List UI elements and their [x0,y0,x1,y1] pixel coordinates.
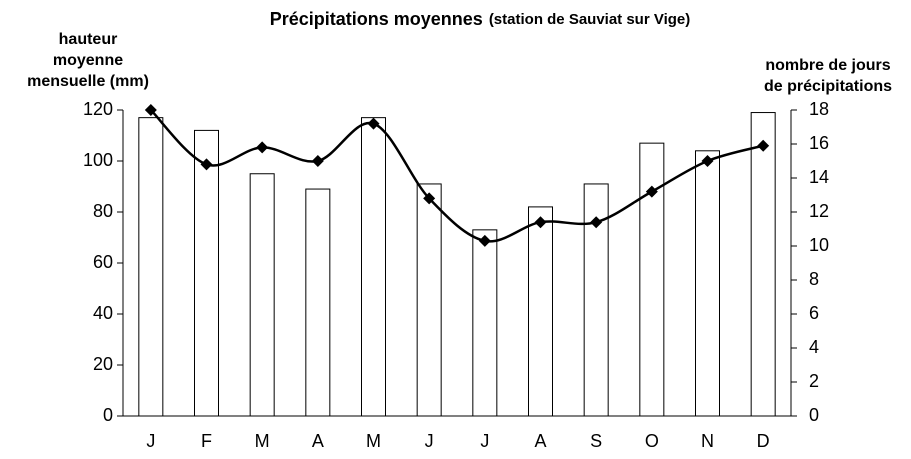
x-tick-label: M [366,431,381,451]
y-axis-label: mensuelle (mm) [27,73,149,90]
marker [367,117,380,130]
marker [534,216,547,229]
x-tick-label: M [255,431,270,451]
y-tick-label: 20 [93,354,113,374]
x-tick-label: A [312,431,324,451]
marker [645,185,658,198]
y2-tick-label: 12 [809,201,829,221]
bar [416,183,442,417]
subtitle: (station de Sauviat sur Vige) [489,11,690,28]
marker [757,139,770,152]
y2-axis-label: nombre de jours [765,57,890,74]
marker [590,216,603,229]
bar [639,142,665,417]
y2-tick-label: 14 [809,167,829,187]
marker [200,158,213,171]
x-tick-label: D [757,431,770,451]
y2-tick-label: 6 [809,303,819,323]
bar [138,117,164,417]
y-tick-label: 40 [93,303,113,323]
title: Précipitations moyennes [270,9,483,29]
y2-tick-label: 18 [809,99,829,119]
y-tick-label: 0 [103,405,113,425]
x-tick-label: F [201,431,212,451]
bar [194,129,219,417]
x-tick-label: O [645,431,659,451]
x-tick-label: J [146,431,155,451]
y2-tick-label: 16 [809,133,829,153]
marker [423,192,436,205]
y2-tick-label: 4 [809,337,819,357]
bar [528,206,553,417]
marker [256,141,269,154]
marker [311,155,324,167]
x-tick-label: A [534,431,546,451]
y2-tick-label: 10 [809,235,829,255]
x-tick-label: S [590,431,602,451]
y-tick-label: 100 [83,150,113,170]
y2-tick-label: 2 [809,371,819,391]
y-tick-label: 80 [93,201,113,221]
y-axis-label: moyenne [53,52,123,69]
x-tick-label: J [425,431,434,451]
x-tick-label: N [701,431,714,451]
y2-tick-label: 0 [809,405,819,425]
y-tick-label: 120 [83,99,113,119]
chart-title: Précipitations moyennes (station de Sauvi… [270,9,691,29]
bar [361,117,386,417]
line [149,109,764,243]
bar [750,112,776,417]
bar [249,173,275,417]
bar [305,188,331,417]
y2-axis-label: de précipitations [764,78,892,95]
x-tick-label: J [480,431,489,451]
marker [478,234,491,247]
y-axis-label: hauteur [59,31,118,48]
bar [695,150,720,417]
y2-tick-label: 8 [809,269,819,289]
marker [701,155,714,167]
marker [144,104,157,116]
y-tick-label: 60 [93,252,113,272]
bar [472,229,498,417]
